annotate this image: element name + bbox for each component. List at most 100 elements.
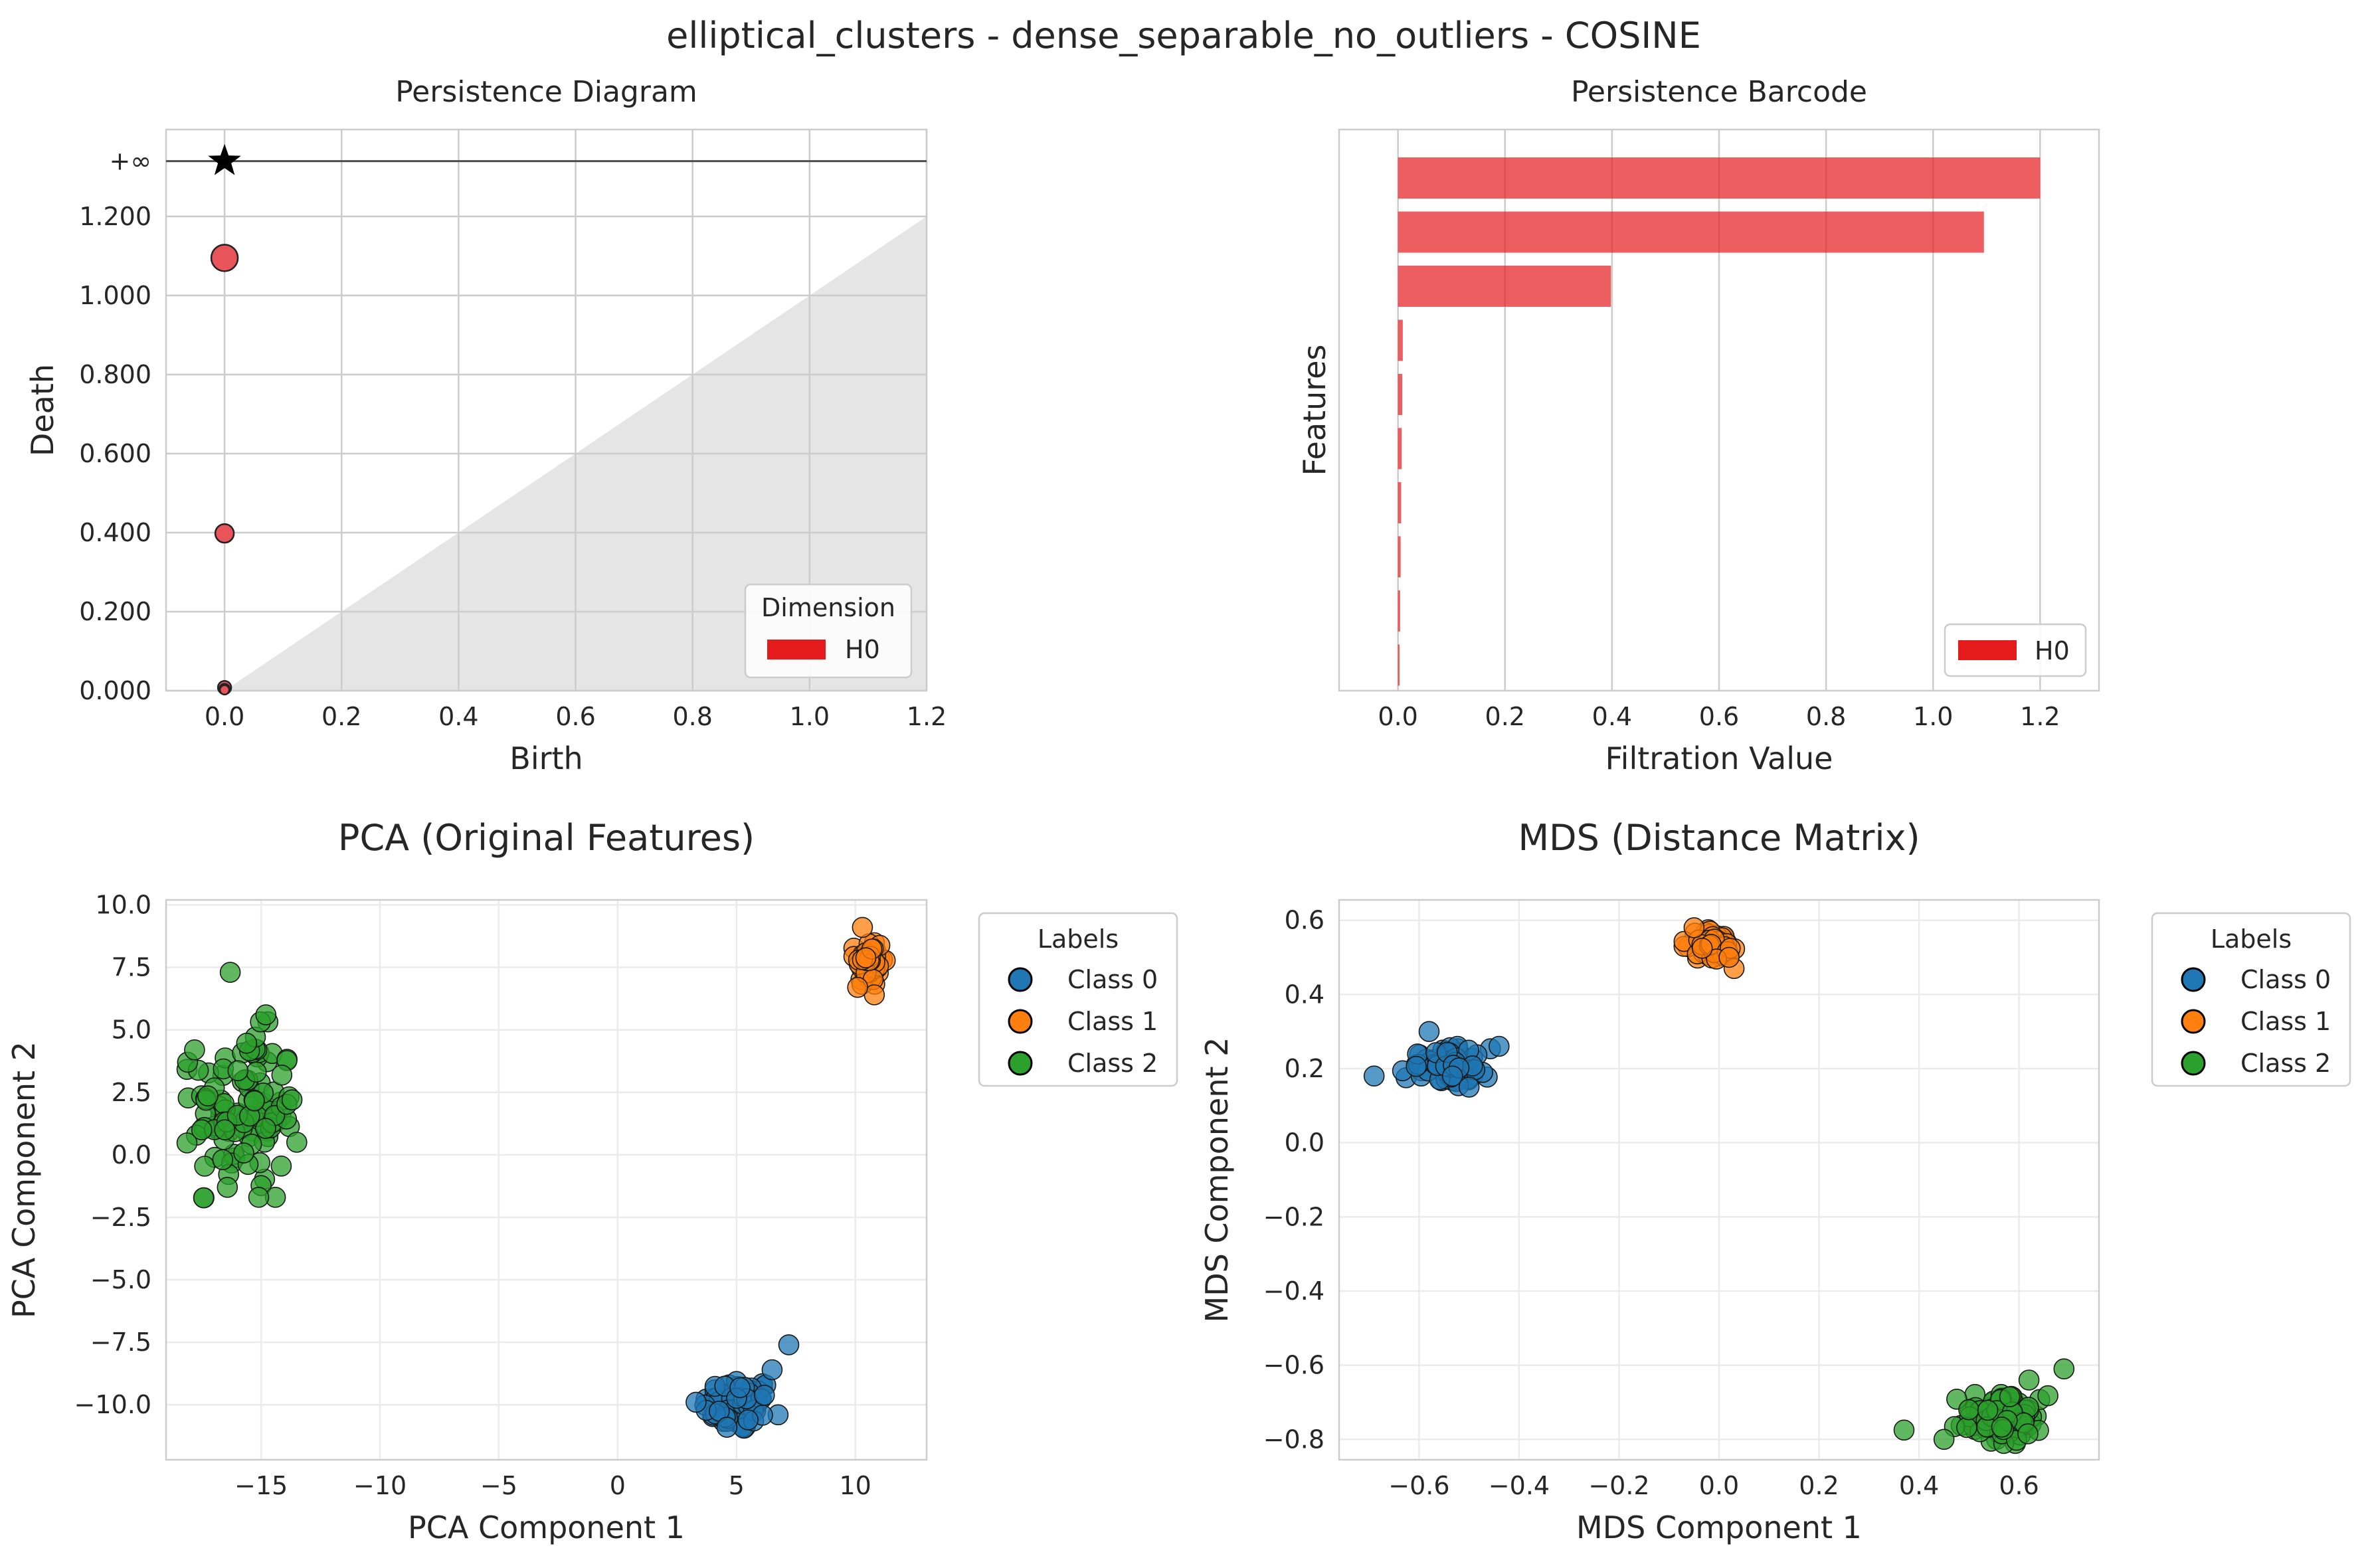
pca-point-class-2 [193,1187,215,1209]
pca-point-class-0 [685,1391,707,1413]
pca-legend-label: Class 2 [1067,1049,1158,1078]
pca-point-class-0 [778,1334,800,1355]
pca-point-class-2 [270,1156,292,1177]
x-tick-label: 0.0 [1378,702,1417,731]
bc-legend-swatch [1958,640,2017,660]
x-tick-label: 0.4 [438,702,478,731]
x-tick-label: 0.0 [1699,1471,1739,1500]
x-tick-label: 0.4 [1899,1471,1939,1500]
pca-legend-marker [1008,967,1033,992]
x-tick-label: 10 [839,1471,871,1500]
bc-frame [1338,128,2100,692]
pca-point-class-2 [217,1177,238,1198]
pca-xlabel: PCA Component 1 [408,1510,685,1545]
pca-legend-label: Class 1 [1067,1007,1158,1036]
y-tick-label: −0.2 [1263,1202,1324,1231]
y-tick-label: 0.2 [1285,1054,1324,1083]
mds-point-class-2 [1991,1417,2013,1438]
y-tick-label: 0.0 [1285,1128,1324,1158]
mds-legend-box [2151,912,2351,1087]
y-tick-label: −5.0 [90,1265,151,1294]
mds-point-class-2 [2053,1358,2075,1379]
pca-point-class-0 [729,1377,751,1399]
pca-point-class-2 [214,1119,236,1140]
y-tick-label: 2.5 [112,1078,151,1107]
pca-point-class-2 [236,1033,258,1054]
mds-point-class-0 [1406,1055,1427,1077]
pca-legend-marker [1008,1009,1033,1034]
pd-ylabel: Death [25,364,60,456]
h0-bar [1398,590,1400,632]
pd-title: Persistence Diagram [395,75,697,109]
pca-point-class-2 [281,1089,303,1110]
pca-legend-marker [1008,1051,1033,1076]
pca-legend-title: Labels [1038,924,1119,954]
pca-point-class-2 [176,1132,198,1154]
h0-point [210,244,239,272]
x-tick-label: −10 [353,1471,407,1500]
y-tick-label: 0.6 [1285,906,1324,935]
infinite-point-star [208,143,241,175]
mds-legend-title: Labels [2211,924,2292,954]
mds-point-class-2 [1977,1399,1999,1421]
pca-point-class-0 [737,1409,759,1431]
y-tick-label: −0.8 [1263,1425,1324,1454]
pca-point-class-2 [245,1061,267,1083]
mds-frame [1338,899,2100,1461]
h0-bar [1398,644,1400,686]
x-tick-label: −5 [480,1471,517,1500]
h0-bar [1398,319,1403,361]
mds-legend-marker [2181,967,2206,992]
pca-point-class-2 [255,1118,276,1139]
pca-point-class-2 [233,1142,254,1164]
x-tick-label: 0.6 [1999,1471,2039,1500]
mds-point-class-1 [1691,938,1713,959]
x-tick-label: 5 [729,1471,745,1500]
x-tick-label: 0 [610,1471,626,1500]
mds-point-class-2 [2037,1385,2058,1407]
mds-point-class-0 [1442,1065,1463,1087]
mds-point-class-2 [2017,1423,2039,1444]
y-tick-label: 0.200 [79,597,151,626]
mds-point-class-0 [1489,1035,1510,1057]
pca-point-class-2 [255,1004,277,1025]
mds-point-class-0 [1418,1021,1440,1042]
pd-legend-title: Dimension [761,593,895,622]
pca-point-class-2 [219,962,241,983]
pca-frame [165,899,928,1461]
bc-ylabel: Features [1297,345,1332,476]
y-tick-label: 0.4 [1285,980,1324,1009]
x-tick-label: 0.6 [1699,702,1739,731]
pca-point-class-2 [271,1065,293,1086]
x-tick-label: 1.0 [1913,702,1953,731]
pca-point-class-0 [754,1385,775,1406]
y-tick-label: −0.4 [1263,1276,1324,1306]
mds-point-class-0 [1458,1077,1480,1098]
pca-ylabel: PCA Component 2 [6,1041,42,1318]
x-tick-label: 0.6 [555,702,595,731]
x-tick-label: −0.6 [1388,1471,1449,1500]
x-tick-label: 0.8 [1806,702,1846,731]
mds-xlabel: MDS Component 1 [1576,1510,1862,1545]
y-tick-label: 0.800 [79,360,151,389]
persistence-barcode-panel: 0.0 0.2 0.4 0.6 0.8 1.0 1.2 Persistence Barcode… [1297,75,2100,776]
mds-point-class-0 [1363,1065,1385,1087]
h0-bar [1398,428,1402,470]
y-tick-label: +∞ [110,147,152,176]
pca-point-class-0 [716,1417,738,1438]
y-tick-label: 1.200 [79,202,151,231]
y-tick-label: −7.5 [90,1328,151,1357]
h0-bar [1398,157,2041,199]
y-tick-label: 0.600 [79,439,151,468]
y-tick-label: −0.6 [1263,1351,1324,1380]
h0-bar [1398,373,1403,415]
h0-bar [1398,211,1984,253]
pca-point-class-2 [184,1039,205,1061]
figure-suptitle: elliptical_clusters - dense_separable_no… [666,15,1701,56]
mds-legend-label: Class 2 [2240,1049,2331,1078]
pd-legend-swatch [767,640,826,659]
y-tick-label: 7.5 [112,953,151,982]
x-tick-label: 1.0 [790,702,830,731]
